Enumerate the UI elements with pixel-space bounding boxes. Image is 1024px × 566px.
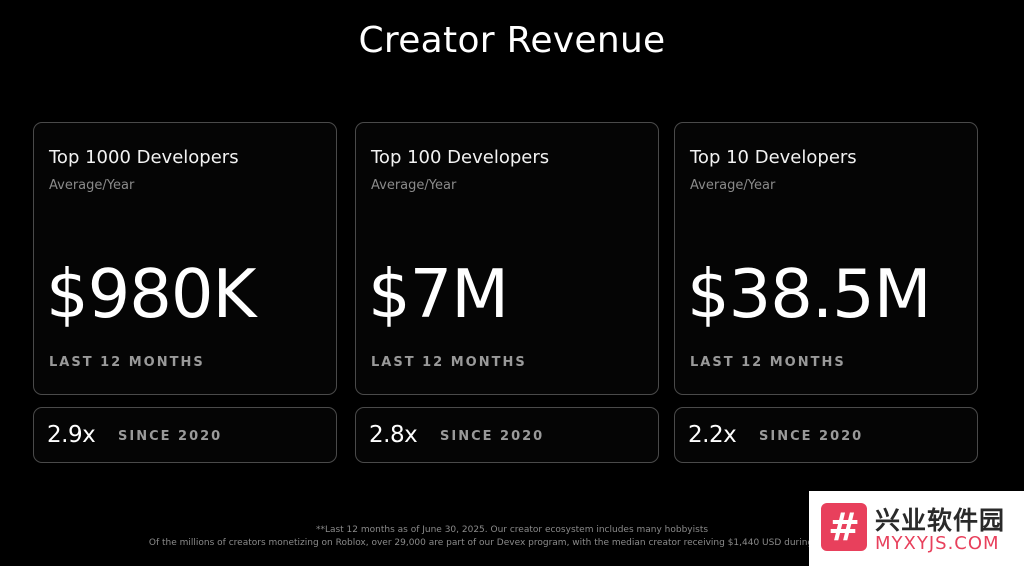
hash-logo-icon: # <box>821 503 867 551</box>
growth-top-1000-developers: 2.9x SINCE 2020 <box>33 407 337 463</box>
page-title: Creator Revenue <box>358 20 666 61</box>
card-subtitle: Average/Year <box>49 178 135 193</box>
footnote-line-2: Of the millions of creators monetizing o… <box>148 538 876 548</box>
card-value: $7M <box>368 255 509 333</box>
watermark-url: MYXYJS.COM <box>875 533 1000 554</box>
card-heading: Top 100 Developers <box>371 147 550 168</box>
card-value: $38.5M <box>687 255 932 333</box>
card-period: LAST 12 MONTHS <box>371 355 527 370</box>
growth-since-label: SINCE 2020 <box>440 429 545 444</box>
card-period: LAST 12 MONTHS <box>690 355 846 370</box>
footnote-line-1: **Last 12 months as of June 30, 2025. Ou… <box>315 525 709 535</box>
growth-multiplier: 2.8x <box>369 422 418 448</box>
growth-multiplier: 2.9x <box>47 422 96 448</box>
growth-since-label: SINCE 2020 <box>759 429 864 444</box>
card-top-10-developers: Top 10 Developers Average/Year $38.5M LA… <box>674 122 978 395</box>
card-value: $980K <box>46 255 256 333</box>
growth-since-label: SINCE 2020 <box>118 429 223 444</box>
card-top-100-developers: Top 100 Developers Average/Year $7M LAST… <box>355 122 659 395</box>
watermark: # 兴业软件园 MYXYJS.COM <box>809 491 1024 566</box>
card-period: LAST 12 MONTHS <box>49 355 205 370</box>
card-top-1000-developers: Top 1000 Developers Average/Year $980K L… <box>33 122 337 395</box>
growth-multiplier: 2.2x <box>688 422 737 448</box>
card-heading: Top 1000 Developers <box>49 147 239 168</box>
card-subtitle: Average/Year <box>371 178 457 193</box>
watermark-name: 兴业软件园 <box>875 506 1006 535</box>
growth-top-100-developers: 2.8x SINCE 2020 <box>355 407 659 463</box>
card-subtitle: Average/Year <box>690 178 776 193</box>
growth-top-10-developers: 2.2x SINCE 2020 <box>674 407 978 463</box>
card-heading: Top 10 Developers <box>690 147 857 168</box>
